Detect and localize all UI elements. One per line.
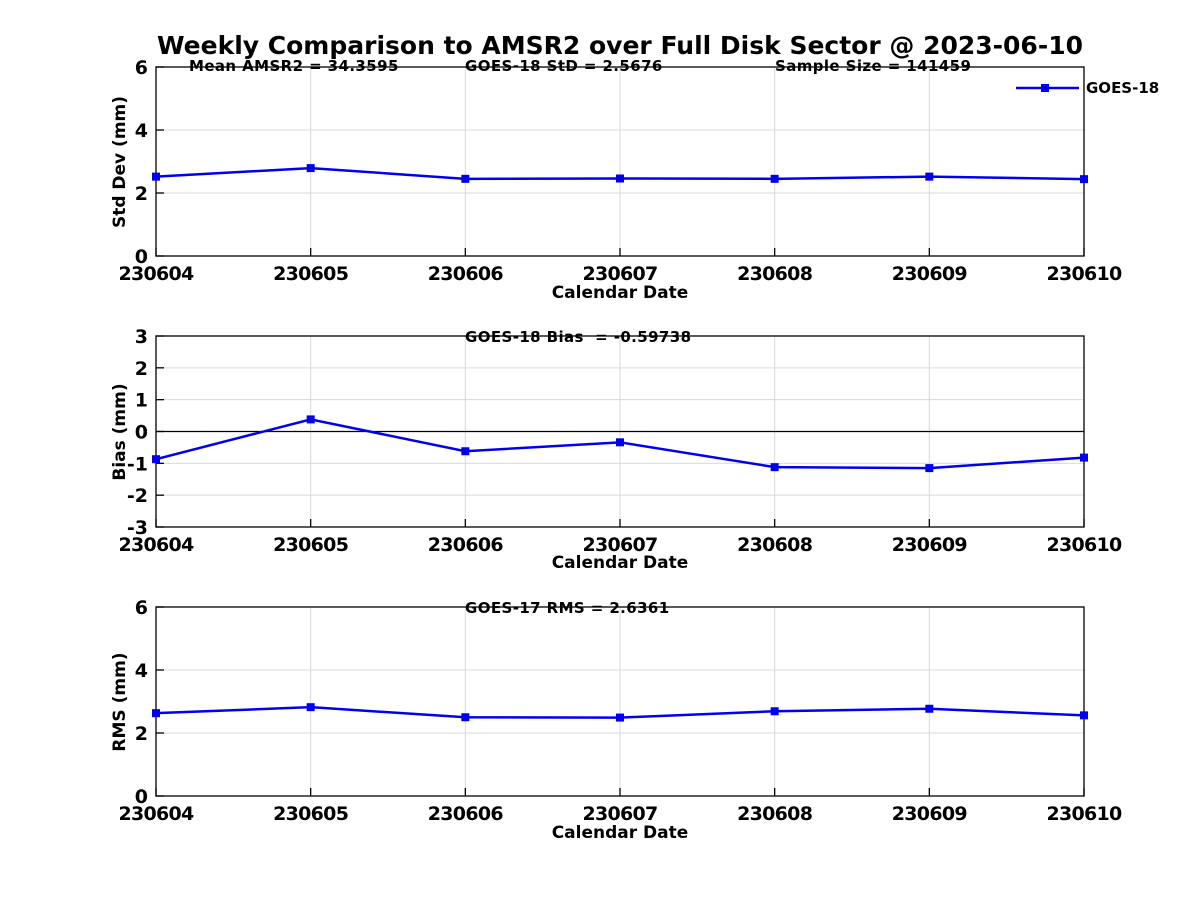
data-point-marker: [925, 704, 934, 713]
data-point-marker: [461, 174, 470, 183]
data-point-marker: [616, 174, 624, 183]
y-tick-label: 0: [135, 786, 148, 808]
stddev-y-axis-label: Std Dev (mm): [110, 95, 130, 229]
x-tick-label: 230604: [118, 534, 194, 556]
rms-x-axis-label: Calendar Date: [551, 823, 689, 843]
x-tick-label: 230610: [1046, 803, 1122, 825]
x-tick-label: 230610: [1046, 263, 1122, 285]
data-point-marker: [306, 703, 315, 712]
y-tick-label: 4: [135, 660, 148, 682]
data-point-marker: [1080, 175, 1088, 184]
y-tick-label: 3: [135, 326, 148, 348]
bias-chart: 230604 230605 230606 230607 230608 230609 2306…: [118, 326, 1122, 556]
y-tick-label: 6: [135, 57, 148, 79]
data-point-marker: [770, 707, 779, 716]
x-tick-label: 230606: [428, 534, 504, 556]
y-tick-label: 2: [135, 358, 148, 380]
annotation-mean-amsr2: Mean AMSR2 = 34.3595: [189, 57, 399, 75]
data-point-marker: [461, 447, 470, 456]
data-point-marker: [1080, 453, 1088, 462]
x-tick-label: 230606: [428, 263, 504, 285]
annotation-goes18-std: GOES-18 StD = 2.5676: [465, 57, 663, 75]
y-tick-label: 4: [135, 120, 148, 142]
data-point-marker: [152, 709, 160, 718]
data-point-marker: [152, 455, 160, 464]
data-point-marker: [925, 464, 934, 473]
annotation-goes18-bias: GOES-18 Bias = -0.59738: [465, 328, 692, 346]
x-tick-label: 230609: [892, 263, 967, 285]
data-point-marker: [461, 713, 470, 722]
x-tick-label: 230606: [428, 803, 504, 825]
x-tick-label: 230605: [273, 534, 348, 556]
y-tick-label: 2: [135, 723, 148, 745]
x-tick-label: 230607: [582, 263, 657, 285]
y-tick-label: -2: [127, 485, 148, 507]
legend-marker: [1041, 84, 1049, 92]
bias-x-axis-label: Calendar Date: [551, 553, 689, 573]
data-point-marker: [152, 172, 160, 181]
y-tick-label: -3: [127, 517, 148, 539]
data-point-marker: [770, 463, 779, 472]
data-point-marker: [616, 713, 624, 722]
data-point-marker: [306, 164, 315, 173]
annotation-sample-size: Sample Size = 141459: [775, 57, 972, 75]
y-tick-label: -1: [127, 453, 148, 475]
x-tick-label: 230609: [892, 534, 967, 556]
legend-line-marker: [1016, 84, 1079, 92]
y-tick-label: 0: [135, 422, 148, 444]
x-tick-label: 230608: [737, 534, 813, 556]
x-tick-label: 230607: [582, 534, 657, 556]
annotation-goes17-rms: GOES-17 RMS = 2.6361: [465, 599, 670, 617]
data-point-marker: [925, 172, 934, 181]
x-tick-label: 230605: [273, 263, 348, 285]
data-point-marker: [616, 438, 624, 447]
x-tick-label: 230607: [582, 803, 657, 825]
x-tick-label: 230609: [892, 803, 967, 825]
rms-y-axis-label: RMS (mm): [110, 652, 130, 752]
y-tick-label: 0: [135, 246, 148, 268]
data-point-marker: [306, 415, 315, 424]
stddev-chart: 230604 230605 230606 230607 230608 230609 2306…: [118, 57, 1122, 285]
y-tick-label: 1: [135, 390, 148, 412]
y-tick-label: 6: [135, 597, 148, 619]
x-tick-label: 230604: [118, 263, 194, 285]
x-tick-label: 230610: [1046, 534, 1122, 556]
y-tick-label: 2: [135, 183, 148, 205]
stddev-x-axis-label: Calendar Date: [551, 283, 689, 303]
legend-label: GOES-18: [1086, 79, 1160, 97]
data-point-marker: [770, 174, 779, 183]
x-tick-label: 230605: [273, 803, 348, 825]
x-tick-label: 230608: [737, 263, 813, 285]
x-tick-label: 230604: [118, 803, 194, 825]
figure-title: Weekly Comparison to AMSR2 over Full Dis…: [156, 31, 1083, 60]
rms-chart: 230604 230605 230606 230607 230608 230609 2306…: [118, 597, 1122, 825]
bias-y-axis-label: Bias (mm): [110, 383, 130, 481]
data-point-marker: [1080, 711, 1088, 720]
x-tick-label: 230608: [737, 803, 813, 825]
